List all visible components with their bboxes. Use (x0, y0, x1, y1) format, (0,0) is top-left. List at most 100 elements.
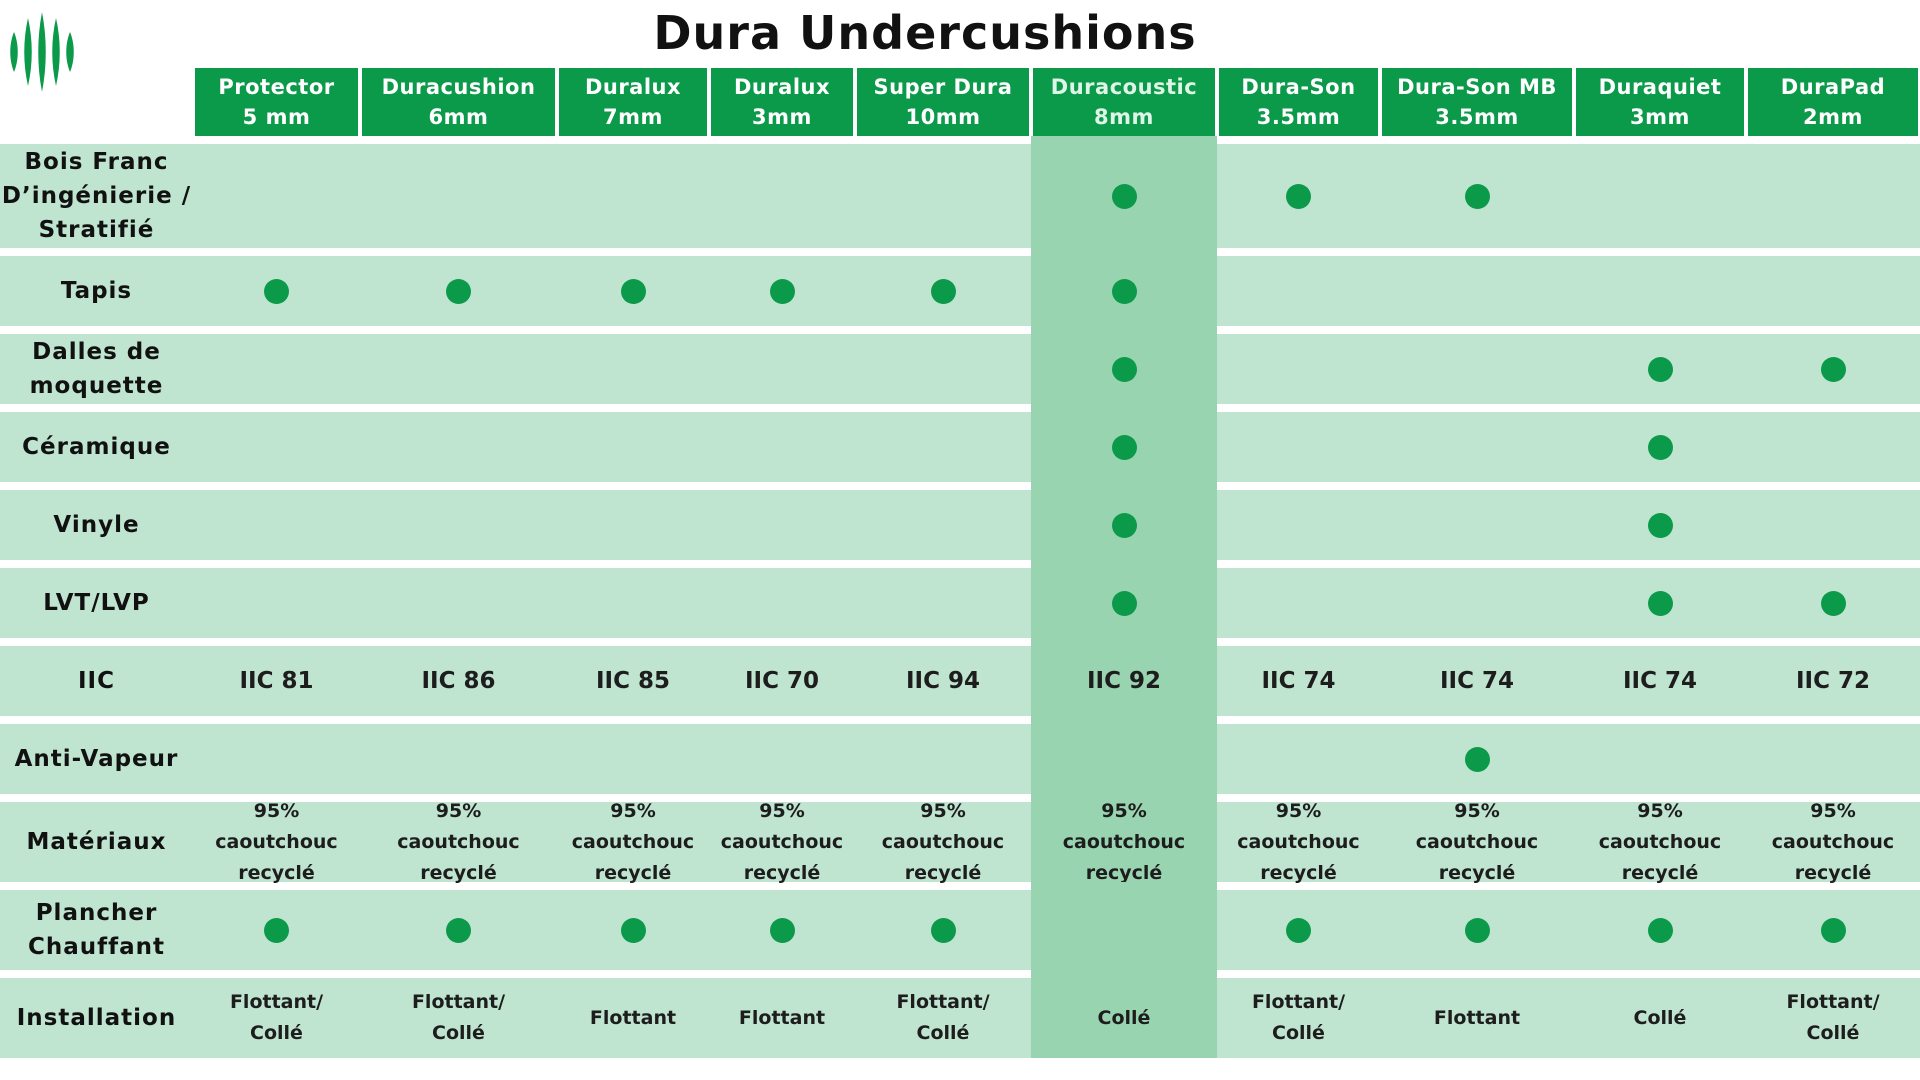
iic-value: IIC 74 (1439, 668, 1514, 694)
table-cell (557, 890, 709, 970)
table-cell (709, 568, 855, 638)
table-cell (1574, 490, 1746, 560)
highlight-column-band (1031, 978, 1217, 1058)
product-header: Dura-Son MB 3.5mm (1382, 68, 1572, 136)
compatible-dot-icon (446, 278, 471, 304)
compatible-dot-icon (1820, 356, 1846, 382)
highlight-column-gap (1031, 482, 1217, 490)
table-cell (1217, 724, 1380, 794)
compatible-dot-icon (1111, 512, 1137, 538)
table-row (0, 256, 1920, 326)
table-cell (1380, 724, 1574, 794)
table-cell (1746, 724, 1920, 794)
table-cell: Collé (1031, 978, 1217, 1058)
highlight-column-gap (1031, 326, 1217, 334)
table-cell (1574, 724, 1746, 794)
table-cell (360, 256, 557, 326)
table-cell (855, 256, 1031, 326)
product-header: Duralux 3mm (711, 68, 853, 136)
cell-text: Flottant/ Collé (1786, 991, 1880, 1044)
table-cell (557, 144, 709, 248)
table-cell (557, 334, 709, 404)
table-cell (1217, 144, 1380, 248)
table-cell (1031, 724, 1217, 794)
table-row (0, 724, 1920, 794)
table-row (0, 890, 1920, 970)
table-cell: Flottant (709, 978, 855, 1058)
table-row (0, 334, 1920, 404)
table-cell: IIC 72 (1746, 646, 1920, 716)
brand-logo-icon (10, 12, 74, 92)
table-cell (1217, 412, 1380, 482)
table-cell (855, 144, 1031, 248)
table-cell (709, 890, 855, 970)
row-label: Tapis (60, 278, 133, 304)
comparison-table: Protector 5 mm Duracushion 6mm Duralux 7mm… (0, 68, 1920, 1058)
highlight-column-gap (1031, 560, 1217, 568)
cell-text: Collé (1633, 1006, 1687, 1029)
product-header: Super Dura 10mm (857, 68, 1029, 136)
table-cell (1031, 256, 1217, 326)
table-cell: IIC 81 (193, 646, 360, 716)
row-label: Bois Franc D’ingénierie / Stratifié (1, 149, 192, 243)
table-cell (709, 256, 855, 326)
table-cell (557, 256, 709, 326)
highlight-column-gap (1031, 970, 1217, 978)
table-cell (1574, 568, 1746, 638)
table-cell (855, 490, 1031, 560)
cell-text: 95% caoutchouc recyclé (1415, 799, 1539, 884)
cell-text: 95% caoutchouc recyclé (571, 799, 695, 884)
table-cell: Flottant/ Collé (1746, 978, 1920, 1058)
highlight-column-gap (1031, 136, 1217, 144)
table-cell (193, 412, 360, 482)
iic-value: IIC 74 (1622, 668, 1697, 694)
table-cell (193, 724, 360, 794)
table-cell: IIC 74 (1574, 646, 1746, 716)
table-cell: 95% caoutchouc recyclé (1380, 800, 1574, 884)
table-cell: IIC 74 (1380, 646, 1574, 716)
compatible-dot-icon (620, 278, 646, 304)
compatible-dot-icon (769, 917, 795, 943)
table-cell (1217, 890, 1380, 970)
table-cell (193, 144, 360, 248)
table-cell: IIC 92 (1031, 646, 1217, 716)
table-cell: Collé (1574, 978, 1746, 1058)
compatible-dot-icon (446, 917, 471, 943)
table-cell (709, 724, 855, 794)
table-cell (1217, 568, 1380, 638)
iic-value: IIC 86 (421, 668, 496, 694)
table-cell: 95% caoutchouc recyclé (709, 800, 855, 884)
table-cell: IIC 85 (557, 646, 709, 716)
cell-text: 95% caoutchouc recyclé (1237, 799, 1360, 884)
compatible-dot-icon (1820, 590, 1846, 616)
product-header: Duracushion 6mm (362, 68, 555, 136)
cell-text: Flottant/ Collé (1251, 991, 1346, 1044)
table-cell (1746, 412, 1920, 482)
iic-value: IIC 81 (239, 668, 314, 694)
compatible-dot-icon (1464, 917, 1490, 943)
product-header: Duracoustic 8mm (1033, 68, 1215, 136)
highlight-column-gap (1031, 638, 1217, 646)
cell-text: 95% caoutchouc recyclé (215, 799, 338, 884)
compatible-dot-icon (930, 917, 956, 943)
table-cell (1380, 568, 1574, 638)
cell-text: 95% caoutchouc recyclé (720, 799, 844, 884)
highlight-column-gap (1031, 716, 1217, 724)
table-cell: Flottant/ Collé (360, 978, 557, 1058)
table-cell (1031, 334, 1217, 404)
compatible-dot-icon (264, 278, 289, 304)
compatible-dot-icon (1647, 434, 1673, 460)
table-row (0, 802, 1920, 882)
table-cell (1031, 144, 1217, 248)
table-cell: Flottant/ Collé (1217, 978, 1380, 1058)
compatible-dot-icon (1647, 590, 1673, 616)
highlight-column-band (1031, 890, 1217, 970)
page-title: Dura Undercushions (653, 6, 1197, 60)
table-cell (709, 490, 855, 560)
row-label: Installation (16, 1005, 177, 1031)
highlight-column-gap (1031, 882, 1217, 890)
table-cell (1380, 890, 1574, 970)
table-cell (1380, 412, 1574, 482)
table-cell: 95% caoutchouc recyclé (360, 800, 557, 884)
product-header: Duraquiet 3mm (1576, 68, 1744, 136)
